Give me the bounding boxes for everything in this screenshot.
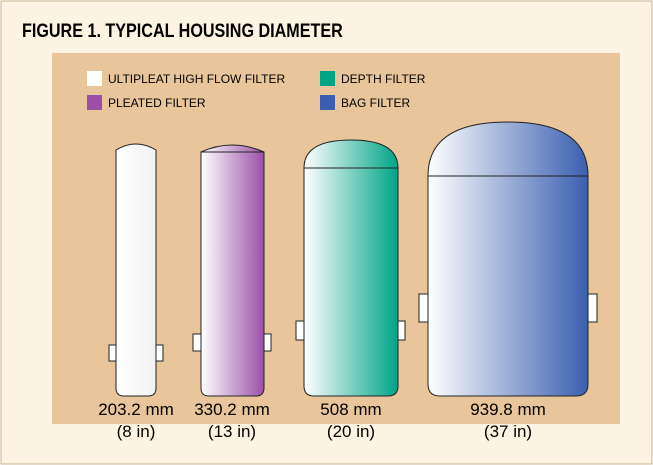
diameter-imperial: (20 in) (327, 422, 375, 441)
housing (418, 121, 598, 397)
legend-swatch (320, 71, 335, 86)
legend-label: DEPTH FILTER (341, 72, 426, 86)
legend-swatch (320, 95, 335, 110)
diameter-metric: 939.8 mm (470, 400, 546, 419)
legend-label: PLEATED FILTER (108, 96, 206, 110)
title: FIGURE 1. TYPICAL HOUSING DIAMETER (22, 20, 343, 42)
diameter-metric: 203.2 mm (98, 400, 174, 419)
diameter-imperial: (13 in) (208, 422, 256, 441)
diameter-metric: 508 mm (320, 400, 381, 419)
legend-label: ULTIPLEAT HIGH FLOW FILTER (108, 72, 285, 86)
diameter-imperial: (37 in) (484, 422, 532, 441)
legend-swatch (87, 95, 102, 110)
housing (108, 143, 164, 397)
legend-label: BAG FILTER (341, 96, 410, 110)
housing (295, 139, 406, 397)
housing (192, 144, 272, 397)
diameter-metric: 330.2 mm (194, 400, 270, 419)
legend-swatch (87, 71, 102, 86)
diameter-imperial: (8 in) (117, 422, 156, 441)
